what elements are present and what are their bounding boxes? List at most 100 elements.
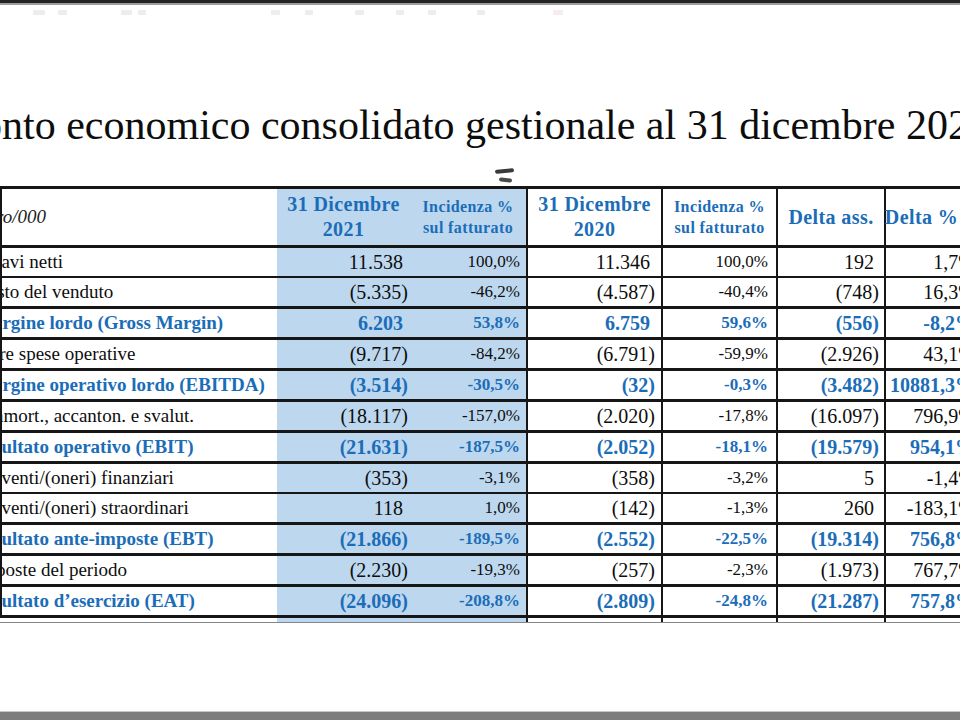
delta-pct: 757,8% (884, 587, 960, 615)
delta-pct: 1,7% (884, 248, 960, 276)
row-label: Risultato d’esercizio (EAT) (0, 587, 277, 615)
table-row: Risultato d’esercizio (EAT)(24.096)-208,… (0, 584, 960, 618)
incidence-2021: -208,8% (410, 587, 526, 615)
delta-pct: -1,4% (884, 464, 960, 492)
table-border-stubs (0, 618, 960, 622)
incidence-2020: -22,5% (661, 525, 776, 553)
table-row: Ricavi netti11.538 100,0%11.346 100,0%19… (0, 248, 960, 276)
value-2021: (21.631) (277, 433, 410, 461)
incidence-2020: -24,8% (661, 587, 776, 615)
column-header-incidence-2020: Incidenza % sul fatturato (661, 189, 776, 245)
delta-abs: (2.926) (776, 340, 884, 368)
incidence-2021: -187,5% (410, 433, 526, 461)
value-2021: (24.096) (277, 587, 410, 615)
delta-abs: (21.287) (776, 587, 884, 615)
delta-pct: -8,2% (884, 309, 960, 337)
incidence-2020: -3,2% (661, 464, 776, 492)
delta-abs: (3.482) (776, 371, 884, 399)
table-row: Margine operativo lordo (EBITDA)(3.514)-… (0, 368, 960, 399)
incidence-2021-line2: sul fatturato (423, 217, 513, 238)
delta-abs: (556) (776, 309, 884, 337)
unit-label: Euro/000 (0, 189, 277, 245)
delta-abs: (748) (776, 278, 884, 306)
delta-pct-label: Delta % (885, 206, 958, 229)
value-2021: 11.538 (277, 248, 410, 276)
row-label: Imposte del periodo (0, 556, 277, 584)
incidence-2021: -189,5% (410, 525, 526, 553)
border-stub (661, 618, 776, 622)
artifact (396, 10, 404, 15)
table-bottom-rule (0, 622, 960, 623)
incidence-2021-line1: Incidenza % (422, 196, 513, 217)
table-header-row: Euro/000 31 Dicembre 2021 Incidenza % su… (0, 189, 960, 248)
incidence-2021: -30,5% (410, 371, 526, 399)
delta-abs: (16.097) (776, 402, 884, 430)
incidence-2020: -40,4% (661, 278, 776, 306)
incidence-2020: -0,3% (661, 371, 776, 399)
row-label: Risultato operativo (EBIT) (0, 433, 277, 461)
delta-pct: 16,3% (884, 278, 960, 306)
value-2021: (2.230) (277, 556, 410, 584)
artifact (553, 10, 563, 15)
delta-pct: -183,1% (884, 494, 960, 522)
column-header-incidence-2021: Incidenza % sul fatturato (410, 189, 526, 245)
border-stub (884, 618, 960, 622)
page-title: Conto economico consolidato gestionale a… (0, 101, 960, 149)
row-label: Margine operativo lordo (EBITDA) (0, 371, 277, 399)
value-2021: (3.514) (277, 371, 410, 399)
incidence-2020: -59,9% (661, 340, 776, 368)
column-header-2020-line1: 31 Dicembre (538, 192, 650, 217)
incidence-2020: -17,8% (661, 402, 776, 430)
column-header-2021-line2: 2021 (323, 217, 365, 242)
table-row: Proventi/(oneri) straordinari118 1,0%(14… (0, 492, 960, 522)
value-2020: (2.552) (526, 525, 661, 553)
row-label: Costo del venduto (0, 278, 277, 306)
value-2021: (18.117) (277, 402, 410, 430)
border-stub (277, 618, 410, 622)
incidence-2021: -157,0% (410, 402, 526, 430)
delta-abs: (1.973) (776, 556, 884, 584)
row-label: Ammort., accanton. e svalut. (0, 402, 277, 430)
artifact (121, 10, 132, 15)
value-2021: (5.335) (277, 278, 410, 306)
incidence-2020: -1,3% (661, 494, 776, 522)
value-2020: (32) (526, 371, 661, 399)
incidence-2021: 1,0% (410, 494, 526, 522)
table-row: Costo del venduto(5.335)-46,2%(4.587)-40… (0, 276, 960, 306)
value-2020: (4.587) (526, 278, 661, 306)
artifact (305, 10, 313, 15)
artifact (477, 10, 485, 15)
document-page: Conto economico consolidato gestionale a… (0, 0, 960, 720)
value-2021: (353) (277, 464, 410, 492)
income-statement-table: Euro/000 31 Dicembre 2021 Incidenza % su… (0, 186, 960, 623)
stray-mark (499, 177, 512, 183)
row-label: Altre spese operative (0, 340, 277, 368)
incidence-2020: -18,1% (661, 433, 776, 461)
row-label: Margine lordo (Gross Margin) (0, 309, 277, 337)
value-2020: (257) (526, 556, 661, 584)
table-body: Ricavi netti11.538 100,0%11.346 100,0%19… (0, 248, 960, 622)
border-stub (526, 618, 661, 622)
table-row: Risultato operativo (EBIT)(21.631)-187,5… (0, 430, 960, 461)
artifact (58, 10, 67, 15)
value-2021: 118 (277, 494, 410, 522)
table-row: Ammort., accanton. e svalut.(18.117)-157… (0, 399, 960, 430)
incidence-2020: 59,6% (661, 309, 776, 337)
delta-abs: 260 (776, 494, 884, 522)
artifact (138, 10, 146, 15)
row-label: Ricavi netti (0, 248, 277, 276)
column-header-2021: 31 Dicembre 2021 (277, 189, 410, 245)
incidence-2021: -3,1% (410, 464, 526, 492)
delta-abs-label: Delta ass. (788, 206, 873, 229)
value-2021: (21.866) (277, 525, 410, 553)
letterbox-bottom (0, 711, 960, 720)
value-2020: 6.759 (526, 309, 661, 337)
incidence-2021: 53,8% (410, 309, 526, 337)
value-2020: (2.809) (526, 587, 661, 615)
delta-pct: 954,1% (884, 433, 960, 461)
incidence-2021: -19,3% (410, 556, 526, 584)
value-2020: (6.791) (526, 340, 661, 368)
value-2020: (142) (526, 494, 661, 522)
incidence-2021: 100,0% (410, 248, 526, 276)
value-2020: (2.052) (526, 433, 661, 461)
